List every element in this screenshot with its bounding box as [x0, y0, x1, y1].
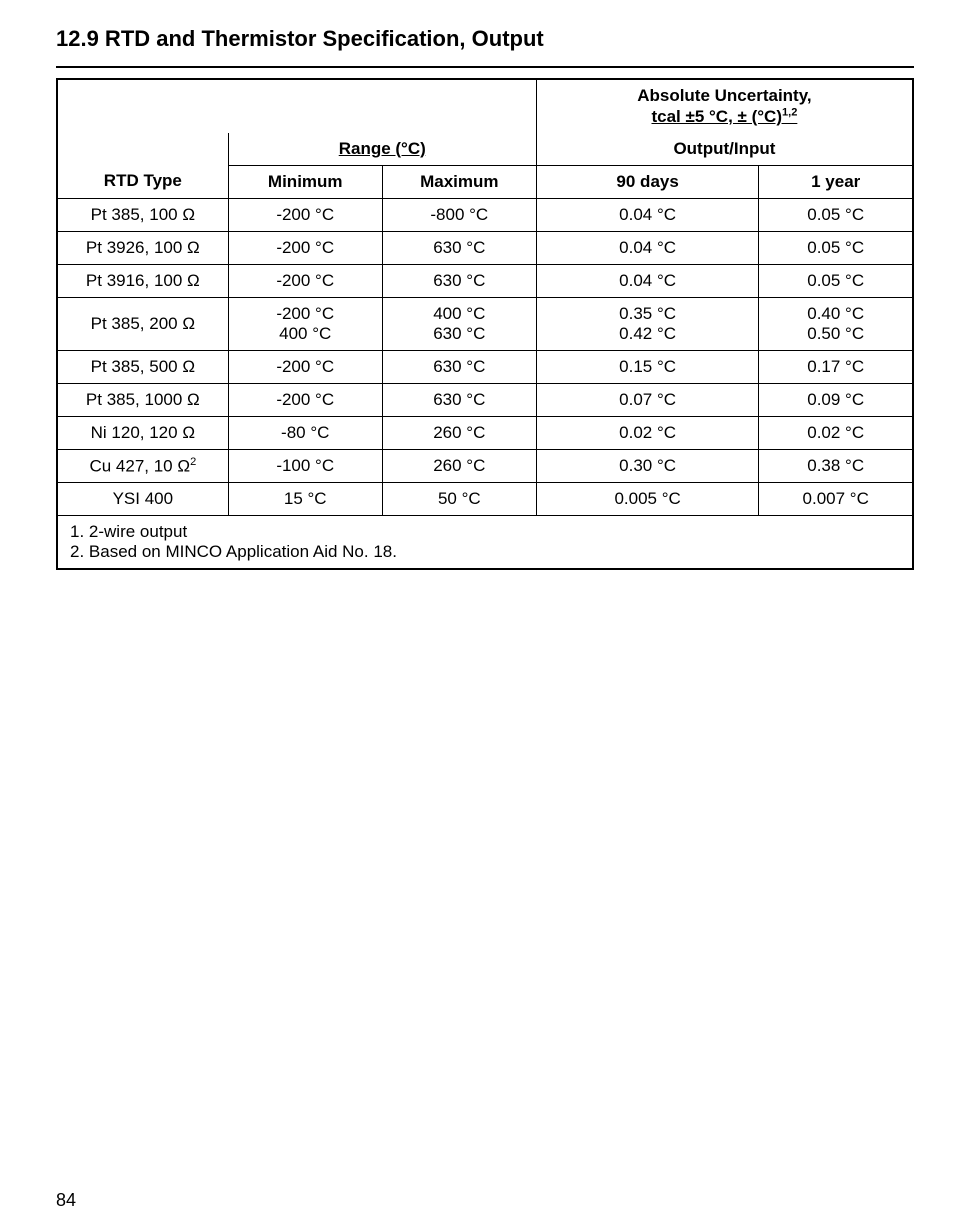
- col-maximum: Maximum: [382, 165, 536, 198]
- cell-1year: 0.09 °C: [759, 383, 913, 416]
- cell-rtd-type: Pt 3916, 100 Ω: [57, 264, 228, 297]
- cell-minimum: -200 °C: [228, 231, 382, 264]
- cell-rtd-type: YSI 400: [57, 483, 228, 516]
- heading-rule: [56, 66, 914, 68]
- cell-minimum: -200 °C: [228, 264, 382, 297]
- cell-1year: 0.05 °C: [759, 264, 913, 297]
- cell-minimum: -200 °C: [228, 198, 382, 231]
- cell-maximum: 630 °C: [382, 264, 536, 297]
- table-row: Pt 385, 200 Ω-200 °C400 °C400 °C630 °C0.…: [57, 297, 913, 350]
- section-heading: 12.9 RTD and Thermistor Specification, O…: [56, 26, 914, 52]
- col-minimum: Minimum: [228, 165, 382, 198]
- footnote-2: 2. Based on MINCO Application Aid No. 18…: [70, 542, 397, 561]
- uncertainty-title: Absolute Uncertainty,: [637, 86, 811, 105]
- output-input-header: Output/Input: [536, 133, 913, 166]
- table-row: Pt 3926, 100 Ω-200 °C630 °C0.04 °C0.05 °…: [57, 231, 913, 264]
- cell-90days: 0.30 °C: [536, 449, 759, 483]
- cell-1year: 0.40 °C0.50 °C: [759, 297, 913, 350]
- header-blank-4: [57, 133, 228, 166]
- footnotes-cell: 1. 2-wire output 2. Based on MINCO Appli…: [57, 516, 913, 570]
- uncertainty-sub-pre: tcal ±5 °C, ± (°C): [651, 107, 782, 126]
- cell-maximum: 630 °C: [382, 231, 536, 264]
- cell-90days: 0.005 °C: [536, 483, 759, 516]
- spec-table: Absolute Uncertainty, tcal ±5 °C, ± (°C)…: [56, 78, 914, 570]
- cell-90days: 0.02 °C: [536, 416, 759, 449]
- cell-rtd-type: Cu 427, 10 Ω2: [57, 449, 228, 483]
- range-header: Range (°C): [228, 133, 536, 166]
- table-row: Pt 385, 500 Ω-200 °C630 °C0.15 °C0.17 °C: [57, 350, 913, 383]
- cell-90days: 0.04 °C: [536, 231, 759, 264]
- cell-maximum: 260 °C: [382, 416, 536, 449]
- cell-maximum: 630 °C: [382, 350, 536, 383]
- footnote-1: 1. 2-wire output: [70, 522, 187, 541]
- uncertainty-sup: 1,2: [782, 106, 797, 118]
- cell-minimum: 15 °C: [228, 483, 382, 516]
- page-number: 84: [56, 1190, 76, 1211]
- cell-rtd-type: Pt 385, 1000 Ω: [57, 383, 228, 416]
- uncertainty-header: Absolute Uncertainty, tcal ±5 °C, ± (°C)…: [536, 79, 913, 133]
- cell-1year: 0.05 °C: [759, 198, 913, 231]
- table-row: Pt 3916, 100 Ω-200 °C630 °C0.04 °C0.05 °…: [57, 264, 913, 297]
- header-blank-1: [57, 79, 228, 133]
- cell-minimum: -200 °C400 °C: [228, 297, 382, 350]
- cell-rtd-type-sup: 2: [190, 456, 196, 468]
- cell-rtd-type: Pt 3926, 100 Ω: [57, 231, 228, 264]
- table-row: YSI 40015 °C50 °C0.005 °C0.007 °C: [57, 483, 913, 516]
- cell-rtd-type: Ni 120, 120 Ω: [57, 416, 228, 449]
- cell-minimum: -100 °C: [228, 449, 382, 483]
- cell-90days: 0.04 °C: [536, 264, 759, 297]
- cell-90days: 0.15 °C: [536, 350, 759, 383]
- cell-90days: 0.07 °C: [536, 383, 759, 416]
- cell-maximum: 400 °C630 °C: [382, 297, 536, 350]
- cell-rtd-type: Pt 385, 100 Ω: [57, 198, 228, 231]
- cell-1year: 0.17 °C: [759, 350, 913, 383]
- cell-90days: 0.35 °C0.42 °C: [536, 297, 759, 350]
- cell-90days: 0.04 °C: [536, 198, 759, 231]
- cell-minimum: -200 °C: [228, 383, 382, 416]
- cell-rtd-type: Pt 385, 200 Ω: [57, 297, 228, 350]
- header-blank-3: [382, 79, 536, 133]
- cell-rtd-type: Pt 385, 500 Ω: [57, 350, 228, 383]
- cell-maximum: 260 °C: [382, 449, 536, 483]
- cell-1year: 0.007 °C: [759, 483, 913, 516]
- table-row: Pt 385, 1000 Ω-200 °C630 °C0.07 °C0.09 °…: [57, 383, 913, 416]
- table-row: Ni 120, 120 Ω-80 °C260 °C0.02 °C0.02 °C: [57, 416, 913, 449]
- cell-1year: 0.02 °C: [759, 416, 913, 449]
- cell-maximum: 50 °C: [382, 483, 536, 516]
- table-row: Pt 385, 100 Ω-200 °C-800 °C0.04 °C0.05 °…: [57, 198, 913, 231]
- cell-maximum: 630 °C: [382, 383, 536, 416]
- table-row: Cu 427, 10 Ω2-100 °C260 °C0.30 °C0.38 °C: [57, 449, 913, 483]
- col-1year: 1 year: [759, 165, 913, 198]
- col-90days: 90 days: [536, 165, 759, 198]
- cell-minimum: -80 °C: [228, 416, 382, 449]
- cell-maximum: -800 °C: [382, 198, 536, 231]
- cell-1year: 0.38 °C: [759, 449, 913, 483]
- cell-minimum: -200 °C: [228, 350, 382, 383]
- col-rtd-type: RTD Type: [57, 165, 228, 198]
- header-blank-2: [228, 79, 382, 133]
- cell-1year: 0.05 °C: [759, 231, 913, 264]
